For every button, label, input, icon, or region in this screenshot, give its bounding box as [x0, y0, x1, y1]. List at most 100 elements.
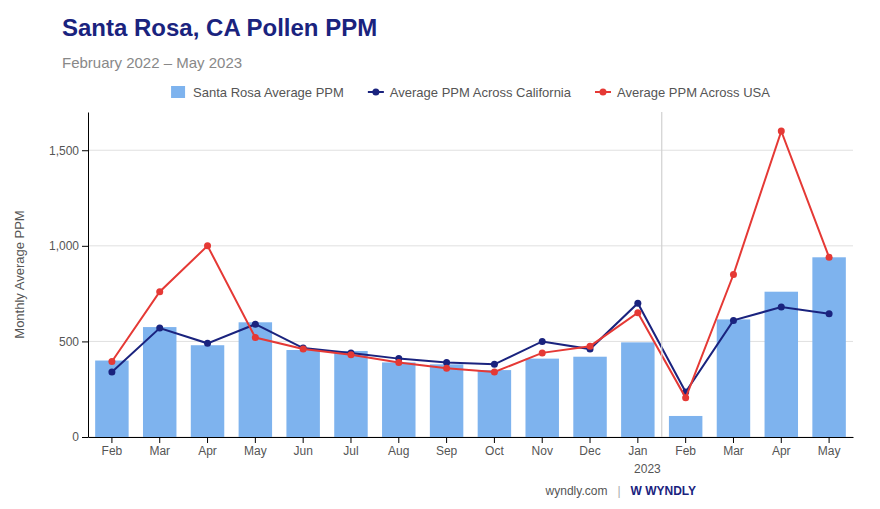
y-tick-mark: [82, 150, 88, 151]
marker: [300, 345, 307, 352]
y-axis-line: [88, 113, 89, 438]
bar: [478, 370, 511, 437]
bar: [621, 342, 654, 437]
x-tick-label: Jul: [343, 444, 358, 458]
grid-line: [88, 245, 853, 246]
x-tick: May: [244, 437, 267, 458]
series: [108, 128, 832, 402]
x-tick-mark: [398, 437, 399, 443]
line: [112, 303, 829, 392]
x-tick-mark: [159, 437, 160, 443]
bar: [95, 361, 128, 437]
marker: [108, 369, 115, 376]
bar: [334, 351, 367, 437]
legend-label: Average PPM Across USA: [617, 85, 770, 100]
x-tick-mark: [542, 437, 543, 443]
legend-swatch: [171, 86, 185, 98]
bar: [191, 345, 224, 437]
x-tick: Jun: [293, 437, 312, 458]
grid: [88, 150, 853, 437]
x-tick-label: Mar: [149, 444, 170, 458]
x-tick: Nov: [532, 437, 553, 458]
x-tick: Mar: [723, 437, 744, 458]
marker: [395, 359, 402, 366]
x-tick-mark: [637, 437, 638, 443]
x-tick-label: Sep: [436, 444, 458, 458]
marker: [108, 358, 115, 365]
bar: [430, 364, 463, 437]
marker: [204, 242, 211, 249]
marker: [826, 310, 833, 317]
y-tick: 1,000: [49, 239, 88, 253]
x-tick: Feb: [675, 437, 696, 458]
x-tick-label: Apr: [772, 444, 791, 458]
subtitle: February 2022 – May 2023: [62, 54, 242, 71]
marker: [730, 271, 737, 278]
bar: [812, 257, 845, 437]
x-tick: Jul: [343, 437, 358, 458]
x-tick: Mar: [149, 437, 170, 458]
marker: [204, 340, 211, 347]
x-tick-label: Aug: [388, 444, 409, 458]
y-tick: 0: [72, 430, 88, 444]
marker: [634, 309, 641, 316]
legend: Santa Rosa Average PPM Average PPM Across…: [171, 85, 770, 100]
marker: [587, 343, 594, 350]
footer-logo: W WYNDLY: [631, 484, 697, 498]
x-tick: Aug: [388, 437, 409, 458]
x-tick-mark: [590, 437, 591, 443]
x-tick-label: Feb: [675, 444, 696, 458]
legend-label: Average PPM Across California: [390, 85, 572, 100]
series: [108, 300, 832, 396]
marker: [634, 300, 641, 307]
legend-swatch: [372, 89, 379, 96]
marker: [778, 128, 785, 135]
bar: [669, 416, 702, 437]
x-tick-mark: [350, 437, 351, 443]
y-tick: 1,500: [49, 144, 88, 158]
x-tick-label: Feb: [102, 444, 123, 458]
title: Santa Rosa, CA Pollen PPM: [62, 14, 377, 41]
series: [95, 257, 846, 437]
bar: [143, 327, 176, 437]
x-tick-mark: [207, 437, 208, 443]
bar: [286, 350, 319, 437]
x-tick-mark: [685, 437, 686, 443]
marker: [252, 334, 259, 341]
marks: [95, 128, 846, 437]
marker: [491, 369, 498, 376]
x-tick-mark: [446, 437, 447, 443]
y-tick: 500: [59, 335, 88, 349]
y-axis-title: Monthly Average PPM: [12, 210, 27, 338]
x-tick-label: Oct: [485, 444, 504, 458]
x-tick-mark: [733, 437, 734, 443]
marker: [156, 325, 163, 332]
legend-item: Average PPM Across California: [368, 85, 572, 100]
x-tick-label: Jan: [628, 444, 647, 458]
x-tick: Jan: [628, 437, 647, 458]
footer-text: wyndly.com: [545, 484, 608, 498]
marker: [730, 317, 737, 324]
marker: [682, 394, 689, 401]
legend-swatch: [599, 89, 606, 96]
line: [112, 131, 829, 398]
y-tick-mark: [82, 437, 88, 438]
x-tick: Dec: [579, 437, 600, 458]
y-tick-label: 1,500: [49, 144, 79, 158]
x-tick-mark: [781, 437, 782, 443]
marker: [252, 321, 259, 328]
marker: [491, 361, 498, 368]
grid-line: [88, 150, 853, 151]
bar: [765, 292, 798, 437]
marker: [778, 304, 785, 311]
y-axis: 0 500 1,000 1,500: [49, 113, 89, 445]
x-tick-label: Mar: [723, 444, 744, 458]
y-tick-mark: [82, 246, 88, 247]
marker: [300, 346, 307, 353]
footer-separator: |: [617, 484, 620, 498]
y-tick-label: 500: [59, 335, 79, 349]
legend-label: Santa Rosa Average PPM: [193, 85, 344, 100]
x-tick: Sep: [436, 437, 458, 458]
bar: [382, 362, 415, 437]
x-tick-label: May: [244, 444, 267, 458]
